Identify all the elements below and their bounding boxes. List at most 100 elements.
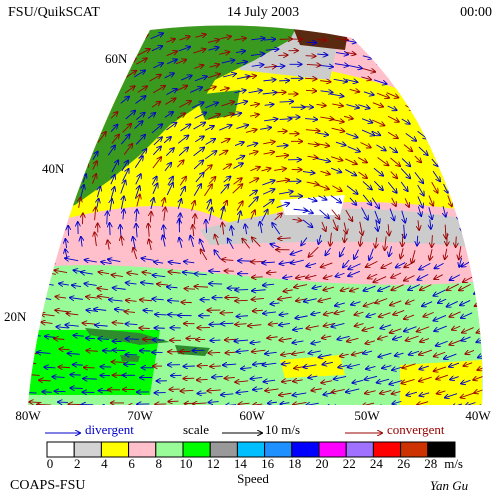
wind-arrow <box>127 273 139 275</box>
wind-arrow <box>322 362 333 364</box>
wind-arrow <box>303 365 317 367</box>
wind-arrow <box>136 113 144 120</box>
wind-arrow <box>265 389 279 391</box>
wind-arrow <box>214 250 221 260</box>
wind-arrow <box>241 368 252 369</box>
wind-arrow <box>195 173 204 183</box>
wind-arrow <box>262 200 274 208</box>
wind-arrow <box>432 407 444 411</box>
lat-label: 40N <box>42 161 65 176</box>
colorbar-tick-label: 10 <box>180 456 193 471</box>
wind-arrow <box>364 376 378 379</box>
wind-arrow <box>463 363 473 366</box>
wind-arrow <box>51 146 57 157</box>
wind-arrow <box>252 290 266 291</box>
wind-arrow <box>331 389 345 392</box>
wind-arrow <box>252 298 264 299</box>
wind-arrow <box>54 33 65 41</box>
wind-arrow <box>274 66 284 67</box>
wind-arrow <box>471 196 476 209</box>
wind-arrow <box>460 300 471 305</box>
wind-arrow <box>360 221 363 235</box>
wind-arrow <box>445 248 447 260</box>
wind-arrow <box>49 135 55 144</box>
wind-arrow <box>415 62 425 68</box>
wind-arrow <box>112 275 123 277</box>
wind-arrow <box>151 124 162 134</box>
colorbar-tick-label: 2 <box>74 456 81 471</box>
wind-arrow <box>458 67 470 75</box>
wind-arrow <box>338 365 348 367</box>
colorbar-tick-label: 0 <box>47 456 54 471</box>
wind-arrow <box>194 112 207 119</box>
colorbar-box <box>236 441 266 458</box>
wind-arrow <box>64 121 72 132</box>
wind-arrow <box>347 338 359 341</box>
wind-arrow <box>28 148 31 158</box>
wind-arrow <box>447 195 452 206</box>
wind-arrow <box>279 191 293 193</box>
wind-arrow <box>459 283 471 290</box>
wind-arrow <box>81 31 92 38</box>
wind-arrow <box>137 195 140 207</box>
wind-arrow <box>449 311 461 317</box>
wind-arrow <box>164 163 171 172</box>
wind-arrow <box>372 119 384 125</box>
wind-arrow <box>83 323 96 324</box>
wind-arrow <box>207 390 221 391</box>
wind-arrow <box>387 115 399 122</box>
wind-arrow <box>152 183 158 194</box>
wind-arrow <box>152 299 164 300</box>
wind-arrow <box>110 125 117 133</box>
wind-arrow <box>382 366 392 369</box>
wind-arrow <box>94 309 107 310</box>
wind-arrow <box>473 375 483 380</box>
wind-arrow <box>223 176 231 183</box>
wind-arrow <box>335 142 346 145</box>
wind-arrow <box>323 287 335 290</box>
wind-arrow <box>417 235 418 246</box>
wind-arrow <box>109 82 120 90</box>
wind-arrow <box>392 367 402 370</box>
wind-arrow <box>28 285 39 287</box>
wind-arrow <box>246 143 258 146</box>
wind-arrow <box>431 158 438 166</box>
wind-arrow <box>86 351 98 352</box>
wind-arrow <box>446 169 454 181</box>
wind-arrow <box>442 90 453 98</box>
wind-arrow <box>163 235 165 247</box>
wind-arrow <box>324 312 334 314</box>
wind-arrow <box>235 51 245 53</box>
wind-arrow <box>428 40 437 44</box>
wind-arrow <box>489 69 499 76</box>
wind-arrow <box>42 392 52 393</box>
wind-arrow <box>96 110 106 120</box>
wind-arrow <box>223 114 233 118</box>
wind-arrow <box>408 284 420 289</box>
wind-arrow <box>302 219 313 227</box>
wind-arrow <box>68 133 76 145</box>
wind-arrow <box>487 116 495 125</box>
wind-arrow <box>452 326 461 330</box>
wind-arrow <box>208 402 219 403</box>
wind-arrow <box>395 353 404 356</box>
wind-arrow <box>318 195 326 200</box>
colorbar-title: Speed <box>237 471 269 486</box>
wind-arrow <box>473 89 482 96</box>
wind-arrow <box>331 209 340 220</box>
wind-arrow <box>83 97 92 107</box>
wind-arrow <box>405 67 419 73</box>
wind-arrow <box>277 131 287 132</box>
wind-arrow <box>261 168 270 171</box>
wind-arrow <box>41 322 53 323</box>
wind-arrow <box>14 400 27 401</box>
wind-arrow <box>133 248 138 260</box>
colorbar-box <box>427 441 456 458</box>
wind-arrow <box>204 151 216 160</box>
wind-arrow <box>340 247 346 256</box>
wind-arrow <box>68 32 78 39</box>
wind-arrow <box>250 104 259 106</box>
wind-arrow <box>429 131 440 141</box>
wind-arrow <box>250 377 263 378</box>
wind-arrow <box>430 102 438 108</box>
